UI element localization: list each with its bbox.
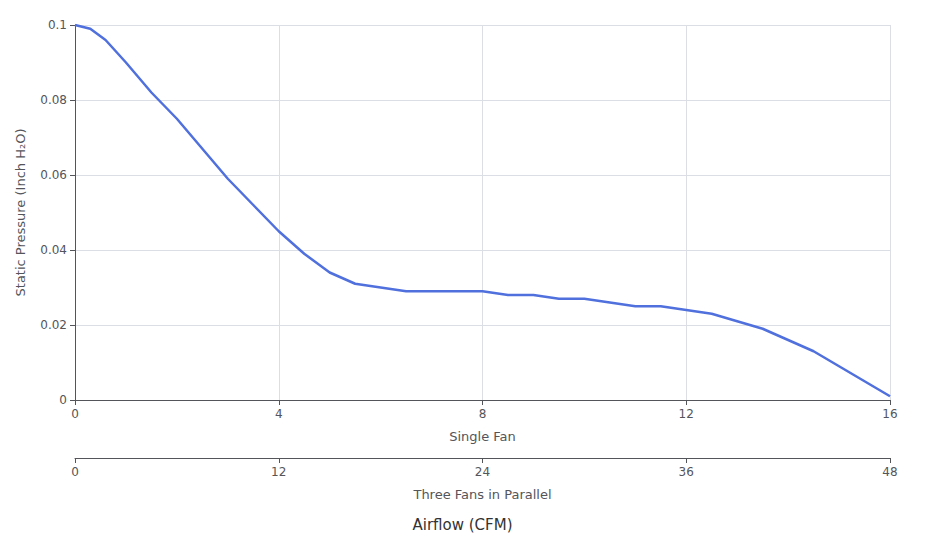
- svg-text:Three Fans in Parallel: Three Fans in Parallel: [412, 487, 551, 502]
- svg-text:0.06: 0.06: [40, 168, 67, 182]
- svg-text:16: 16: [882, 407, 897, 421]
- svg-text:12: 12: [271, 465, 286, 479]
- svg-text:4: 4: [275, 407, 283, 421]
- svg-text:12: 12: [679, 407, 694, 421]
- svg-text:24: 24: [475, 465, 490, 479]
- svg-text:Airflow (CFM): Airflow (CFM): [412, 516, 512, 534]
- svg-text:48: 48: [882, 465, 897, 479]
- svg-text:0: 0: [59, 393, 67, 407]
- svg-text:0.1: 0.1: [48, 18, 67, 32]
- svg-text:0: 0: [71, 407, 79, 421]
- svg-text:36: 36: [679, 465, 694, 479]
- svg-text:0.02: 0.02: [40, 318, 67, 332]
- svg-text:0: 0: [71, 465, 79, 479]
- svg-text:0.08: 0.08: [40, 93, 67, 107]
- svg-text:Single Fan: Single Fan: [449, 429, 516, 444]
- svg-text:8: 8: [479, 407, 487, 421]
- svg-text:Static Pressure (Inch H₂O): Static Pressure (Inch H₂O): [13, 129, 28, 297]
- svg-text:0.04: 0.04: [40, 243, 67, 257]
